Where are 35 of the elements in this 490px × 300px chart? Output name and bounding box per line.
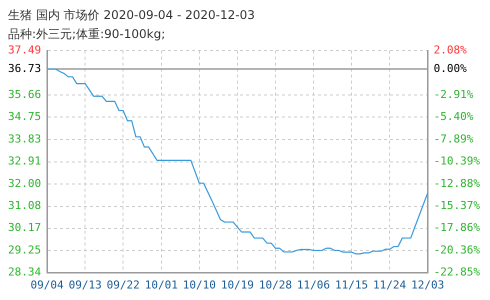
chart-subtitle: 品种:外三元;体重:90-100kg;: [8, 26, 166, 43]
x-tick-label: 10/19: [220, 278, 254, 292]
y2-tick-label: -2.91%: [434, 88, 474, 101]
y-tick-label: 33.83: [8, 132, 42, 146]
y2-tick-label: -5.40%: [434, 110, 474, 124]
y-tick-label: 28.34: [8, 266, 42, 279]
y2-tick-label: -20.36%: [434, 243, 480, 256]
x-tick-label: 10/01: [144, 278, 178, 292]
x-tick-label: 11/06: [296, 278, 330, 292]
x-tick-label: 11/24: [373, 278, 407, 292]
y2-tick-label: -15.37%: [434, 198, 480, 212]
y2-tick-label: -17.86%: [434, 221, 480, 234]
y2-tick-label: -7.89%: [434, 132, 474, 146]
x-tick-label: 10/10: [182, 278, 216, 292]
x-tick-label: 09/13: [68, 278, 102, 292]
y-tick-label: 34.75: [8, 110, 42, 123]
y-tick-label: 35.66: [8, 88, 42, 101]
x-tick-label: 09/22: [106, 278, 140, 292]
y2-tick-label: -22.85%: [434, 266, 480, 279]
y-tick-label: 31.08: [8, 199, 42, 212]
y-tick-label: 29.25: [8, 244, 42, 257]
chart-title: 生猪 国内 市场价 2020-09-04 - 2020-12-03: [8, 7, 255, 24]
y2-tick-label: 0.00%: [434, 62, 468, 75]
y2-tick-label: -12.88%: [434, 176, 480, 190]
y-tick-label: 30.17: [8, 221, 42, 234]
y2-tick-label: 2.08%: [434, 43, 468, 56]
y-tick-label: 32.91: [8, 154, 42, 168]
y-tick-label: 37.49: [8, 43, 42, 56]
x-tick-label: 09/04: [30, 278, 64, 292]
x-tick-label: 12/03: [411, 278, 444, 292]
x-tick-label: 11/15: [334, 278, 368, 292]
x-tick-label: 10/28: [258, 278, 292, 292]
y-tick-label: 36.73: [8, 62, 42, 75]
y-tick-label: 32.00: [8, 176, 42, 190]
y2-tick-label: -10.39%: [434, 154, 480, 168]
